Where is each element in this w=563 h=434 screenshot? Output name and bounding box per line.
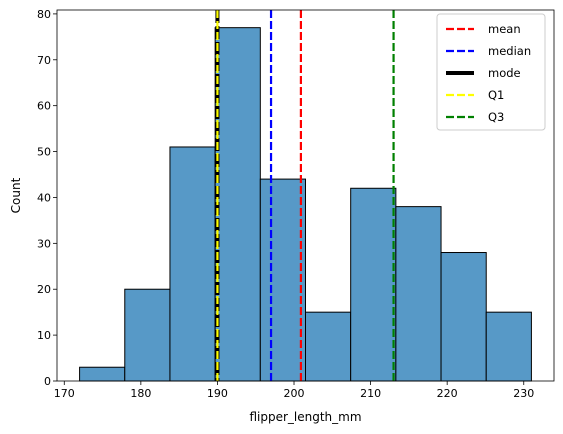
histogram-bar	[79, 366, 126, 382]
legend-label-q3: Q3	[488, 110, 504, 124]
legend-label-mean: mean	[488, 22, 521, 36]
y-tick-label: 10	[37, 329, 51, 342]
x-axis-label: flipper_length_mm	[249, 410, 361, 424]
histogram-bar	[169, 146, 216, 382]
y-tick-label: 0	[44, 375, 51, 388]
y-tick-label: 40	[37, 191, 51, 204]
x-tick-label: 170	[54, 387, 75, 400]
x-axis-ticks: 170 180 190 200 210 220 230	[54, 381, 534, 400]
histogram-bar	[485, 311, 532, 382]
histogram-bar	[395, 206, 442, 382]
legend-label-q1: Q1	[488, 88, 504, 102]
x-tick-label: 220	[437, 387, 458, 400]
legend-label-mode: mode	[488, 66, 521, 80]
legend-frame	[436, 13, 546, 131]
x-tick-label: 180	[130, 387, 151, 400]
histogram-bar	[350, 187, 397, 382]
y-tick-label: 60	[37, 100, 51, 113]
x-tick-label: 210	[360, 387, 381, 400]
histogram-bar	[214, 27, 261, 382]
histogram-bar	[124, 288, 171, 382]
y-tick-label: 20	[37, 283, 51, 296]
y-tick-label: 70	[37, 54, 51, 67]
plot-frame	[56, 9, 555, 382]
y-axis-ticks: 0 10 20 30 40 50 60 70 80	[37, 8, 57, 388]
y-tick-label: 50	[37, 146, 51, 159]
x-tick-label: 230	[513, 387, 534, 400]
y-axis-label: Count	[9, 177, 23, 213]
bars-group	[79, 27, 532, 382]
y-tick-label: 30	[37, 237, 51, 250]
histogram-bar	[259, 178, 306, 382]
x-tick-label: 200	[284, 387, 305, 400]
legend-label-median: median	[488, 44, 531, 58]
reference-lines-group	[215, 10, 395, 381]
histogram-bar	[305, 311, 352, 382]
legend: mean median mode Q1 Q3	[436, 13, 546, 131]
histogram-bar	[440, 252, 487, 382]
x-tick-label: 190	[207, 387, 228, 400]
y-tick-label: 80	[37, 8, 51, 21]
